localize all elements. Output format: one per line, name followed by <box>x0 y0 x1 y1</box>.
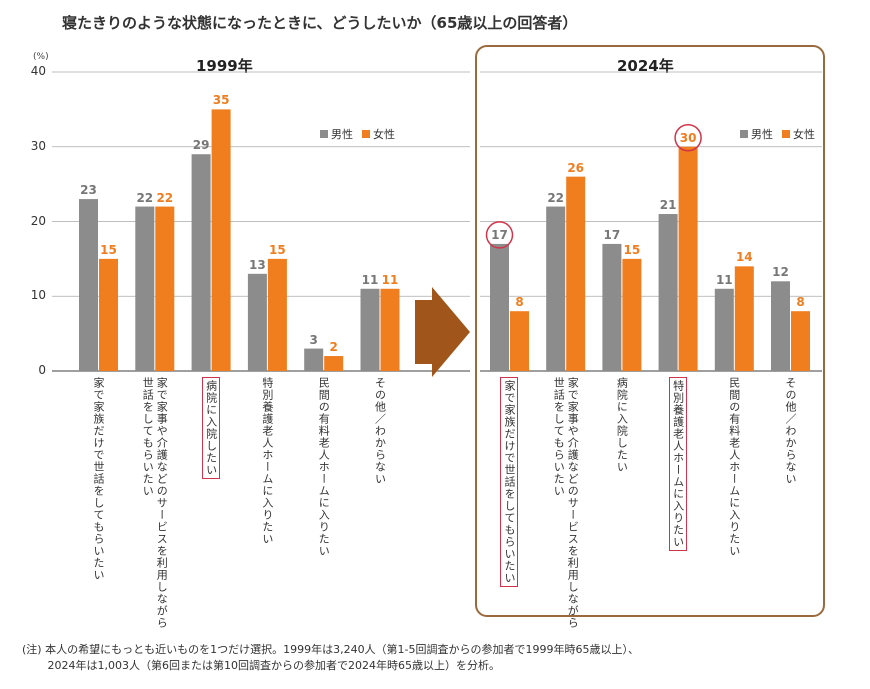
bar-female <box>734 266 754 371</box>
category-label: 家で家事や介護などのサービスを利用しながら 世話をしてもらいたい <box>141 377 169 629</box>
legend-label: 女性 <box>373 128 395 141</box>
y-tick-label: 0 <box>38 363 46 377</box>
value-label: 13 <box>249 257 266 272</box>
legend-swatch <box>320 130 328 138</box>
value-label: 22 <box>136 190 154 205</box>
bar-female <box>155 206 175 371</box>
value-label: 2 <box>329 340 338 355</box>
bar-male <box>771 281 790 371</box>
value-label: 11 <box>715 272 733 287</box>
footnote: (注) 本人の希望にもっとも近いものを1つだけ選択。1999年は3,240人（第… <box>22 643 640 672</box>
category-label: 家で家族だけで世話をしてもらいたい <box>92 377 105 581</box>
bar-female <box>566 176 586 371</box>
bar-female <box>622 258 642 371</box>
value-label: 30 <box>679 130 697 145</box>
bar-male <box>135 206 155 371</box>
panel-title-2024: 2024年 <box>617 57 674 75</box>
panel-title-1999: 1999年 <box>196 57 253 75</box>
category-label: 特別養護老人ホームに入りたい <box>668 377 687 551</box>
legend-swatch <box>740 130 748 138</box>
bar-female <box>510 311 529 371</box>
legend: 男性 女性 <box>320 126 395 142</box>
highlight-circle <box>674 124 702 152</box>
legend-label: 女性 <box>793 128 815 141</box>
bar-female <box>99 258 118 371</box>
category-label: 民間の有料老人ホームに入りたい <box>727 377 741 557</box>
value-label: 22 <box>156 190 174 205</box>
y-tick-label: 30 <box>30 138 46 153</box>
value-label: 21 <box>659 198 677 213</box>
bar-male <box>360 288 380 371</box>
value-label: 12 <box>772 265 789 280</box>
bar-male <box>247 273 267 371</box>
value-label: 15 <box>623 242 641 257</box>
bar-male <box>304 348 324 371</box>
panel-2024-frame <box>475 45 825 617</box>
legend-swatch <box>362 130 370 138</box>
value-label: 22 <box>547 190 565 205</box>
y-axis-unit: (%) <box>33 52 49 62</box>
category-label: その他／わからない <box>784 377 797 485</box>
bar-male <box>546 206 566 371</box>
bar-male <box>714 288 734 371</box>
category-label: 病院に入院したい <box>615 377 629 473</box>
legend-label: 男性 <box>751 128 773 141</box>
bar-male <box>658 214 678 371</box>
legend: 男性 女性 <box>740 126 815 142</box>
category-label: 家で家族だけで世話をしてもらいたい <box>500 377 518 587</box>
chart-title: 寝たきりのような状態になったときに、どうしたいか（65歳以上の回答者） <box>62 14 578 32</box>
category-label: その他／わからない <box>373 377 387 485</box>
value-label: 11 <box>381 272 399 287</box>
value-label: 8 <box>515 295 524 310</box>
value-label: 15 <box>100 242 117 257</box>
value-label: 26 <box>567 160 585 175</box>
y-tick-label: 40 <box>30 64 46 78</box>
category-label: 特別養護老人ホームに入りたい <box>260 377 274 545</box>
value-label: 17 <box>603 227 621 242</box>
bar-male <box>602 243 622 371</box>
highlight-circle <box>485 221 514 249</box>
bar-female <box>324 356 344 371</box>
value-label: 23 <box>80 183 97 198</box>
value-label: 8 <box>796 295 805 310</box>
category-label: 民間の有料老人ホームに入りたい <box>317 377 331 557</box>
value-label: 15 <box>269 242 286 257</box>
bar-female <box>380 288 400 371</box>
value-label: 14 <box>735 250 753 265</box>
bar-female <box>791 311 810 371</box>
bar-male <box>191 154 211 371</box>
legend-swatch <box>782 130 790 138</box>
bar-male <box>79 199 98 371</box>
bar-female <box>211 109 231 371</box>
value-label: 3 <box>309 332 318 347</box>
value-label: 29 <box>192 138 210 153</box>
category-label: 家で家事や介護などのサービスを利用しながら 世話をしてもらいたい <box>552 377 580 629</box>
y-tick-label: 10 <box>30 288 46 303</box>
category-label: 病院に入院したい <box>201 377 220 479</box>
y-tick-label: 20 <box>30 213 46 228</box>
value-label: 17 <box>491 227 508 242</box>
legend-label: 男性 <box>331 128 353 141</box>
bar-male <box>490 243 509 371</box>
bar-female <box>267 258 287 371</box>
right-arrow-icon <box>415 287 470 377</box>
value-label: 35 <box>212 93 230 108</box>
value-label: 11 <box>361 272 379 287</box>
bar-female <box>678 146 698 371</box>
